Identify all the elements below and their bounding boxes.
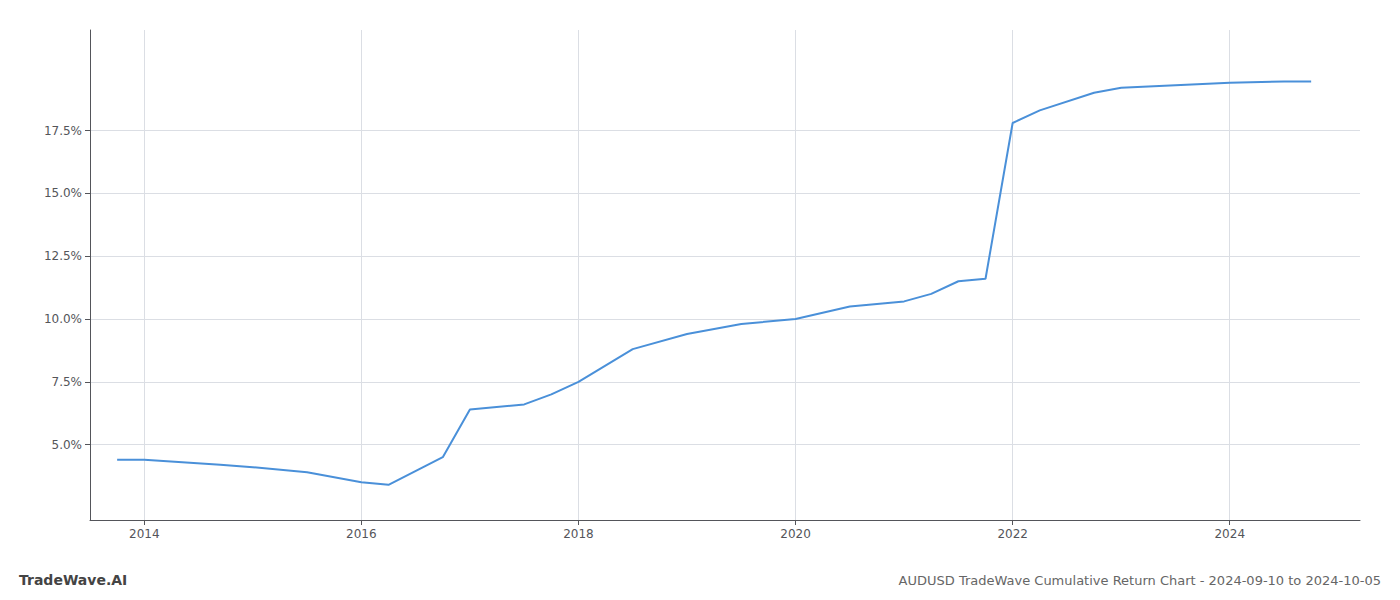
svg-text:5.0%: 5.0% bbox=[52, 438, 83, 452]
svg-text:17.5%: 17.5% bbox=[44, 124, 82, 138]
svg-text:12.5%: 12.5% bbox=[44, 249, 82, 263]
svg-text:2018: 2018 bbox=[563, 527, 594, 541]
svg-text:15.0%: 15.0% bbox=[44, 186, 82, 200]
svg-text:2014: 2014 bbox=[129, 527, 160, 541]
svg-text:10.0%: 10.0% bbox=[44, 312, 82, 326]
svg-text:TradeWave.AI: TradeWave.AI bbox=[19, 572, 127, 588]
svg-text:2022: 2022 bbox=[997, 527, 1028, 541]
svg-text:2020: 2020 bbox=[780, 527, 811, 541]
svg-text:2024: 2024 bbox=[1214, 527, 1245, 541]
svg-text:AUDUSD TradeWave Cumulative Re: AUDUSD TradeWave Cumulative Return Chart… bbox=[899, 573, 1381, 588]
svg-text:2016: 2016 bbox=[346, 527, 377, 541]
svg-text:7.5%: 7.5% bbox=[52, 375, 83, 389]
